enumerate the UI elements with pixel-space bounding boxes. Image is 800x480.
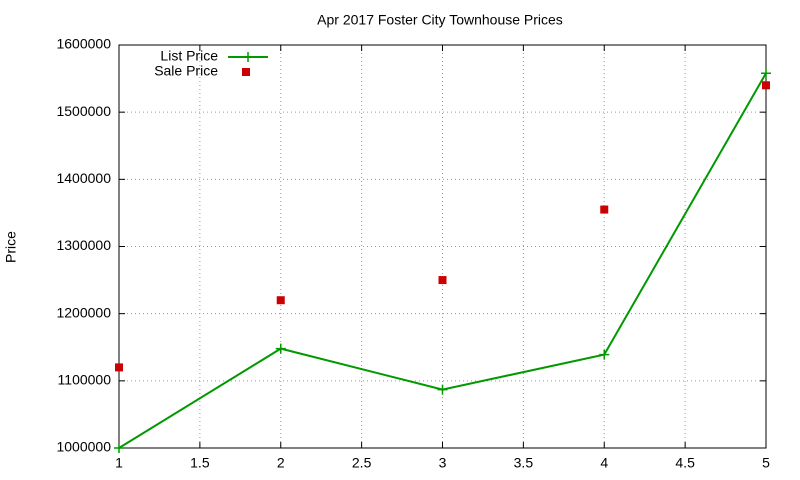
- legend-marker: [242, 68, 250, 76]
- point: [438, 276, 447, 285]
- y-axis-label: Price: [3, 231, 19, 263]
- chart-title: Apr 2017 Foster City Townhouse Prices: [317, 12, 563, 28]
- x-tick-label: 1.5: [190, 455, 210, 471]
- legend-label: Sale Price: [154, 63, 218, 79]
- legend-marker: [243, 52, 253, 62]
- x-tick-label: 1: [115, 455, 123, 471]
- x-tick-label: 4.5: [675, 455, 695, 471]
- point: [275, 343, 286, 354]
- y-tick-label: 1100000: [58, 372, 112, 388]
- y-tick-label: 1400000: [56, 170, 111, 186]
- x-tick-label: 3.5: [514, 455, 534, 471]
- legend-label: List Price: [160, 48, 218, 64]
- x-tick-label: 3: [439, 455, 447, 471]
- point: [761, 68, 771, 79]
- y-tick-label: 1000000: [56, 439, 111, 455]
- x-tick-label: 4: [600, 455, 608, 471]
- point: [437, 384, 448, 395]
- x-tick-label: 2.5: [352, 455, 372, 471]
- point: [114, 443, 124, 453]
- point: [276, 296, 285, 305]
- point: [115, 363, 123, 372]
- x-tick-label: 2: [277, 455, 285, 471]
- y-tick-label: 1600000: [56, 36, 111, 52]
- point: [762, 81, 770, 90]
- y-tick-label: 1200000: [56, 304, 111, 320]
- x-tick-label: 5: [762, 455, 770, 471]
- point: [600, 205, 609, 214]
- y-tick-label: 1500000: [56, 103, 111, 119]
- point: [599, 349, 610, 360]
- plot-border: [118, 44, 767, 449]
- y-tick-label: 1300000: [56, 237, 111, 253]
